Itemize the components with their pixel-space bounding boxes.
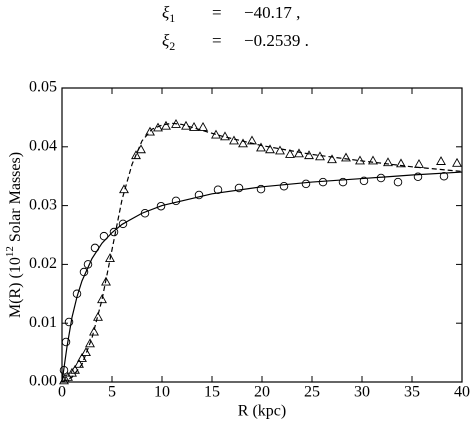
triangle-point <box>181 120 191 130</box>
triangle-point <box>145 126 155 136</box>
y-tick-label: 0.04 <box>29 137 57 154</box>
x-tick-label: 5 <box>108 384 116 401</box>
circle-point <box>413 172 423 182</box>
triangle-point <box>89 326 99 336</box>
plot-frame <box>61 87 463 383</box>
x-tick-label: 30 <box>354 384 370 401</box>
triangle-point <box>229 135 239 145</box>
triangle-point <box>265 144 275 154</box>
triangle-point <box>238 138 248 148</box>
triangle-point <box>67 367 77 377</box>
circle-point <box>393 177 403 187</box>
triangle-point <box>452 157 462 167</box>
y-label-part: Solar Masses) <box>7 152 24 246</box>
eq-lhs: ξ2 <box>162 31 175 53</box>
triangle-point <box>341 152 351 162</box>
x-tick-label: 10 <box>154 384 170 401</box>
y-tick-label: 0.00 <box>29 373 57 390</box>
circle-point <box>194 190 204 200</box>
circle-point <box>156 201 166 211</box>
triangle-point <box>247 135 257 145</box>
x-axis-label: R (kpc) <box>238 403 286 420</box>
circle-point <box>439 171 449 181</box>
eq-sub: 1 <box>169 11 175 25</box>
triangle-point <box>211 129 221 139</box>
circle-point <box>338 177 348 187</box>
circle-point <box>61 337 71 347</box>
x-tick-label: 15 <box>204 384 220 401</box>
circle-point <box>359 176 369 186</box>
triangle-point <box>97 294 107 304</box>
dashed-curve <box>61 122 463 383</box>
y-label-sup: 12 <box>4 246 16 257</box>
y-tick-label: 0.02 <box>29 255 57 272</box>
triangle-point <box>81 347 91 357</box>
x-tick-label: 25 <box>304 384 320 401</box>
y-tick-label: 0.05 <box>29 79 57 96</box>
triangle-point <box>161 120 171 130</box>
y-label-part: M(R) (10 <box>7 257 24 318</box>
circle-point <box>301 179 311 189</box>
triangle-point <box>198 121 208 131</box>
triangle-point <box>396 158 406 168</box>
y-tick-label: 0.03 <box>29 196 57 213</box>
circle-point <box>171 196 181 206</box>
eq-lhs: ξ1 <box>162 3 175 25</box>
circle-point <box>234 183 244 193</box>
triangle-point <box>275 145 285 155</box>
triangle-point <box>285 149 295 158</box>
eq-sub: 2 <box>169 39 175 53</box>
solid-curve <box>61 171 463 383</box>
triangle-point <box>85 338 95 348</box>
circle-point <box>109 227 119 237</box>
eq-sign: = <box>212 31 222 50</box>
eq-sign: = <box>212 3 222 22</box>
triangle-point <box>131 150 141 160</box>
triangle-point <box>436 156 446 165</box>
triangle-point <box>355 155 365 165</box>
triangle-point <box>105 253 115 262</box>
eq-symbol: ξ <box>162 31 170 50</box>
x-tick-label: 40 <box>454 384 470 401</box>
triangle-point <box>414 159 424 168</box>
triangle-point <box>368 155 378 165</box>
circle-point <box>64 317 74 327</box>
triangle-point <box>93 311 103 321</box>
eq-value: −0.2539 . <box>244 31 309 50</box>
circle-point <box>118 219 128 229</box>
triangle-point <box>101 276 111 286</box>
circle-point <box>256 184 266 194</box>
triangle-point <box>304 150 314 160</box>
x-tick-label: 0 <box>58 384 66 401</box>
x-tick-label: 35 <box>404 384 420 401</box>
triangle-point <box>153 122 163 132</box>
circle-point <box>279 181 289 191</box>
eq-value: −40.17 , <box>244 3 300 22</box>
triangle-point <box>189 121 199 131</box>
triangle-point <box>294 148 304 158</box>
circle-point <box>99 231 109 241</box>
x-tick-label: 20 <box>254 384 270 401</box>
triangle-point <box>74 358 84 368</box>
y-axis-label: M(R) (1012 Solar Masses) <box>4 152 24 318</box>
equations: ξ1 = −40.17 , ξ2 = −0.2539 . <box>162 3 309 53</box>
y-tick-label: 0.01 <box>29 314 57 331</box>
eq-symbol: ξ <box>162 3 170 22</box>
triangle-point <box>383 157 393 167</box>
triangle-point <box>327 154 337 164</box>
triangle-point <box>119 184 129 194</box>
triangle-point <box>256 142 266 152</box>
